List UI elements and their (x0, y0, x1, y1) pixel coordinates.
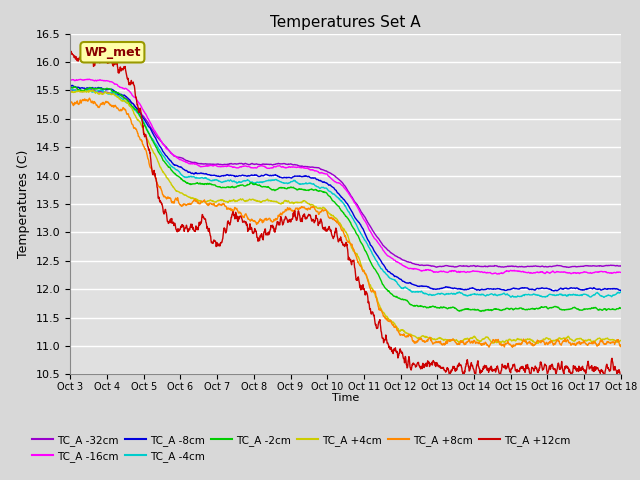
TC_A +8cm (132, 126, 140, 132)
TC_A +4cm (88, 87, 96, 93)
TC_A -32cm (87, 86, 95, 92)
TC_A -32cm (380, 243, 388, 249)
Line: TC_A -2cm: TC_A -2cm (70, 87, 621, 312)
TC_A +8cm (67, 100, 74, 106)
TC_A +8cm (86, 95, 93, 101)
TC_A -32cm (322, 168, 330, 174)
Text: WP_met: WP_met (84, 46, 141, 59)
TC_A -16cm (85, 76, 93, 82)
TC_A -4cm (600, 294, 608, 300)
TC_A -4cm (67, 86, 74, 92)
TC_A +8cm (380, 313, 388, 319)
TC_A -2cm (322, 190, 330, 195)
TC_A -8cm (312, 176, 319, 181)
Line: TC_A +12cm: TC_A +12cm (70, 50, 621, 376)
TC_A +4cm (109, 92, 117, 97)
Line: TC_A -8cm: TC_A -8cm (70, 85, 621, 291)
TC_A -4cm (132, 108, 140, 113)
TC_A -32cm (300, 164, 308, 169)
TC_A +12cm (109, 63, 117, 69)
TC_A -32cm (617, 263, 625, 269)
TC_A -8cm (617, 288, 625, 293)
TC_A -32cm (312, 165, 319, 170)
TC_A -2cm (312, 187, 319, 192)
TC_A -32cm (565, 264, 573, 270)
TC_A -2cm (132, 107, 140, 112)
TC_A -32cm (109, 91, 117, 96)
TC_A -2cm (67, 85, 74, 91)
TC_A +4cm (534, 340, 542, 346)
Line: TC_A -16cm: TC_A -16cm (70, 79, 621, 274)
TC_A -16cm (109, 80, 117, 86)
TC_A -32cm (132, 104, 140, 110)
TC_A +12cm (601, 373, 609, 379)
TC_A +12cm (617, 372, 625, 378)
TC_A +12cm (312, 214, 319, 220)
TC_A -16cm (617, 270, 625, 276)
Line: TC_A +8cm: TC_A +8cm (70, 98, 621, 348)
Line: TC_A -32cm: TC_A -32cm (70, 89, 621, 267)
TC_A -8cm (550, 288, 558, 294)
TC_A +8cm (617, 342, 625, 348)
X-axis label: Time: Time (332, 394, 359, 403)
Legend: TC_A -32cm, TC_A -16cm, TC_A -8cm, TC_A -4cm, TC_A -2cm, TC_A +4cm, TC_A +8cm, T: TC_A -32cm, TC_A -16cm, TC_A -8cm, TC_A … (28, 431, 575, 466)
TC_A -8cm (300, 173, 308, 179)
TC_A -2cm (477, 309, 484, 314)
TC_A -8cm (109, 87, 117, 93)
TC_A -4cm (617, 289, 625, 295)
Line: TC_A +4cm: TC_A +4cm (70, 90, 621, 343)
TC_A -4cm (380, 269, 388, 275)
TC_A +4cm (67, 88, 74, 94)
TC_A -2cm (300, 187, 308, 193)
TC_A -8cm (380, 263, 388, 268)
TC_A +4cm (300, 198, 308, 204)
TC_A -16cm (132, 96, 140, 102)
TC_A -16cm (322, 171, 330, 177)
Line: TC_A -4cm: TC_A -4cm (70, 89, 621, 297)
TC_A +12cm (380, 338, 388, 344)
TC_A +8cm (322, 207, 330, 213)
TC_A -4cm (322, 185, 330, 191)
TC_A -2cm (109, 89, 117, 95)
TC_A +8cm (312, 207, 319, 213)
TC_A +4cm (380, 310, 388, 316)
TC_A +12cm (132, 95, 140, 100)
Y-axis label: Temperatures (C): Temperatures (C) (17, 150, 30, 258)
TC_A +4cm (312, 204, 319, 210)
TC_A -16cm (312, 168, 319, 174)
TC_A +8cm (300, 204, 308, 210)
TC_A -16cm (380, 248, 388, 254)
TC_A +12cm (322, 225, 330, 231)
TC_A -2cm (617, 305, 625, 311)
TC_A -8cm (132, 105, 140, 110)
TC_A -16cm (67, 77, 74, 83)
TC_A -4cm (67, 86, 75, 92)
TC_A -16cm (300, 165, 308, 171)
TC_A -16cm (493, 271, 501, 277)
TC_A +8cm (109, 104, 117, 110)
TC_A -8cm (322, 180, 330, 185)
TC_A -8cm (67, 83, 74, 89)
TC_A +4cm (322, 206, 330, 212)
TC_A -4cm (312, 183, 319, 189)
TC_A -8cm (68, 83, 76, 88)
TC_A +4cm (132, 114, 140, 120)
TC_A -2cm (70, 84, 78, 90)
TC_A -32cm (67, 88, 74, 94)
TC_A +12cm (67, 48, 74, 54)
TC_A -4cm (109, 90, 117, 96)
TC_A +4cm (617, 337, 625, 343)
TC_A +12cm (86, 48, 93, 53)
TC_A +12cm (300, 211, 308, 217)
Title: Temperatures Set A: Temperatures Set A (270, 15, 421, 30)
TC_A +8cm (509, 345, 516, 350)
TC_A -2cm (380, 283, 388, 289)
TC_A -4cm (300, 181, 308, 187)
